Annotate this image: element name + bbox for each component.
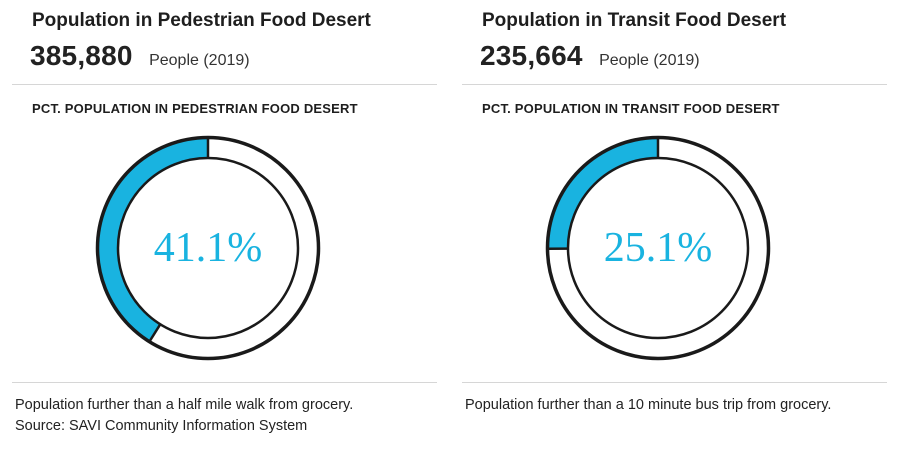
pedestrian-donut-chart: 41.1% bbox=[95, 135, 321, 361]
pedestrian-population-value: 385,880 bbox=[30, 40, 133, 71]
slice-end-edge bbox=[148, 323, 162, 342]
transit-percent-slice bbox=[548, 138, 658, 249]
source-credit: Source: SAVI Community Information Syste… bbox=[15, 418, 308, 434]
transit-title: Population in Transit Food Desert bbox=[482, 10, 787, 31]
pedestrian-stat: 385,880 People (2019) bbox=[30, 40, 250, 72]
divider bbox=[462, 84, 887, 85]
pedestrian-population-unit: People (2019) bbox=[149, 52, 250, 69]
pedestrian-note: Population further than a half mile walk… bbox=[15, 397, 354, 413]
transit-note: Population further than a 10 minute bus … bbox=[465, 397, 832, 413]
divider bbox=[462, 382, 887, 383]
pedestrian-title: Population in Pedestrian Food Desert bbox=[32, 10, 371, 31]
transit-note-block: Population further than a 10 minute bus … bbox=[465, 395, 831, 416]
transit-donut-chart: 25.1% bbox=[545, 135, 771, 361]
pedestrian-percent-slice bbox=[98, 138, 208, 342]
transit-chart-subtitle: PCT. POPULATION IN TRANSIT FOOD DESERT bbox=[482, 101, 780, 116]
pedestrian-panel: Population in Pedestrian Food Desert 385… bbox=[12, 0, 437, 450]
transit-population-unit: People (2019) bbox=[599, 52, 700, 69]
pedestrian-note-block: Population further than a half mile walk… bbox=[15, 395, 353, 437]
divider bbox=[12, 382, 437, 383]
divider bbox=[12, 84, 437, 85]
pedestrian-percent-label: 41.1% bbox=[154, 225, 263, 271]
transit-panel: Population in Transit Food Desert 235,66… bbox=[462, 0, 887, 450]
transit-population-value: 235,664 bbox=[480, 40, 583, 71]
pedestrian-chart-subtitle: PCT. POPULATION IN PEDESTRIAN FOOD DESER… bbox=[32, 101, 358, 116]
transit-stat: 235,664 People (2019) bbox=[480, 40, 700, 72]
transit-percent-label: 25.1% bbox=[604, 225, 713, 271]
